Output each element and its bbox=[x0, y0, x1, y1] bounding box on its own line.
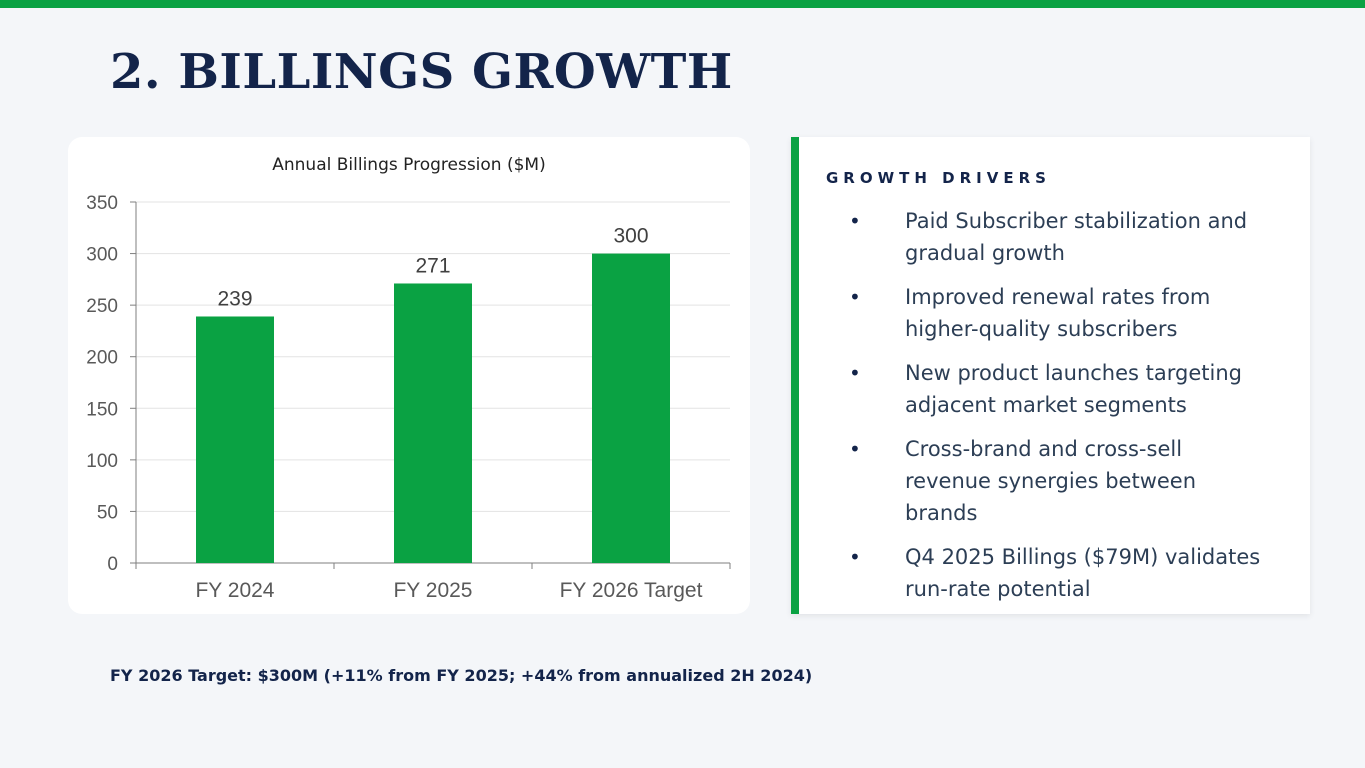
y-tick-label: 50 bbox=[97, 502, 118, 523]
drivers-list: • Paid Subscriber stabilization and gradu… bbox=[849, 205, 1269, 617]
drivers-heading: GROWTH DRIVERS bbox=[826, 169, 1051, 187]
driver-text: Improved renewal rates from higher-quali… bbox=[905, 285, 1211, 341]
bar bbox=[196, 316, 274, 563]
list-item: • Cross-brand and cross-sell revenue syne… bbox=[849, 433, 1269, 529]
driver-text: Paid Subscriber stabilization and gradua… bbox=[905, 209, 1248, 265]
list-item: • Q4 2025 Billings ($79M) validates run-r… bbox=[849, 541, 1269, 605]
billings-bar-chart: Annual Billings Progression ($M) 0 50 100 15… bbox=[86, 155, 731, 602]
data-label: 239 bbox=[217, 287, 252, 310]
bar bbox=[394, 283, 472, 563]
y-tick-label: 100 bbox=[86, 451, 118, 472]
y-tick-label: 250 bbox=[86, 296, 118, 317]
driver-text: Q4 2025 Billings ($79M) validates run-ra… bbox=[905, 545, 1261, 601]
y-tick-label: 350 bbox=[86, 193, 118, 214]
y-tick-label: 150 bbox=[86, 399, 118, 420]
chart-title: Annual Billings Progression ($M) bbox=[272, 155, 545, 175]
growth-drivers-card: GROWTH DRIVERS • Paid Subscriber stabiliz… bbox=[791, 137, 1310, 614]
data-label: 300 bbox=[613, 225, 648, 248]
bar bbox=[592, 253, 670, 564]
x-tick-label: FY 2026 Target bbox=[560, 579, 703, 602]
chart-card: Annual Billings Progression ($M) 0 50 100 15… bbox=[68, 137, 750, 614]
y-tick-label: 300 bbox=[86, 245, 118, 266]
x-tick-label: FY 2024 bbox=[195, 579, 274, 602]
bullet-icon: • bbox=[849, 209, 861, 233]
x-tick-label: FY 2025 bbox=[393, 579, 472, 602]
footnote: FY 2026 Target: $300M (+11% from FY 2025… bbox=[110, 666, 813, 685]
list-item: • Paid Subscriber stabilization and gradu… bbox=[849, 205, 1269, 269]
driver-text: Cross-brand and cross-sell revenue syner… bbox=[905, 437, 1197, 525]
driver-text: New product launches targeting adjacent … bbox=[905, 361, 1242, 417]
bullet-icon: • bbox=[849, 545, 861, 569]
y-tick-label: 200 bbox=[86, 348, 118, 369]
bullet-icon: • bbox=[849, 285, 861, 309]
list-item: • Improved renewal rates from higher-qual… bbox=[849, 281, 1269, 345]
top-accent-bar bbox=[0, 0, 1365, 8]
page-title: 2. BILLINGS GROWTH bbox=[110, 44, 733, 100]
data-label: 271 bbox=[415, 254, 450, 277]
list-item: • New product launches targeting adjacent… bbox=[849, 357, 1269, 421]
y-tick-label: 0 bbox=[107, 554, 118, 575]
bullet-icon: • bbox=[849, 437, 861, 461]
bullet-icon: • bbox=[849, 361, 861, 385]
